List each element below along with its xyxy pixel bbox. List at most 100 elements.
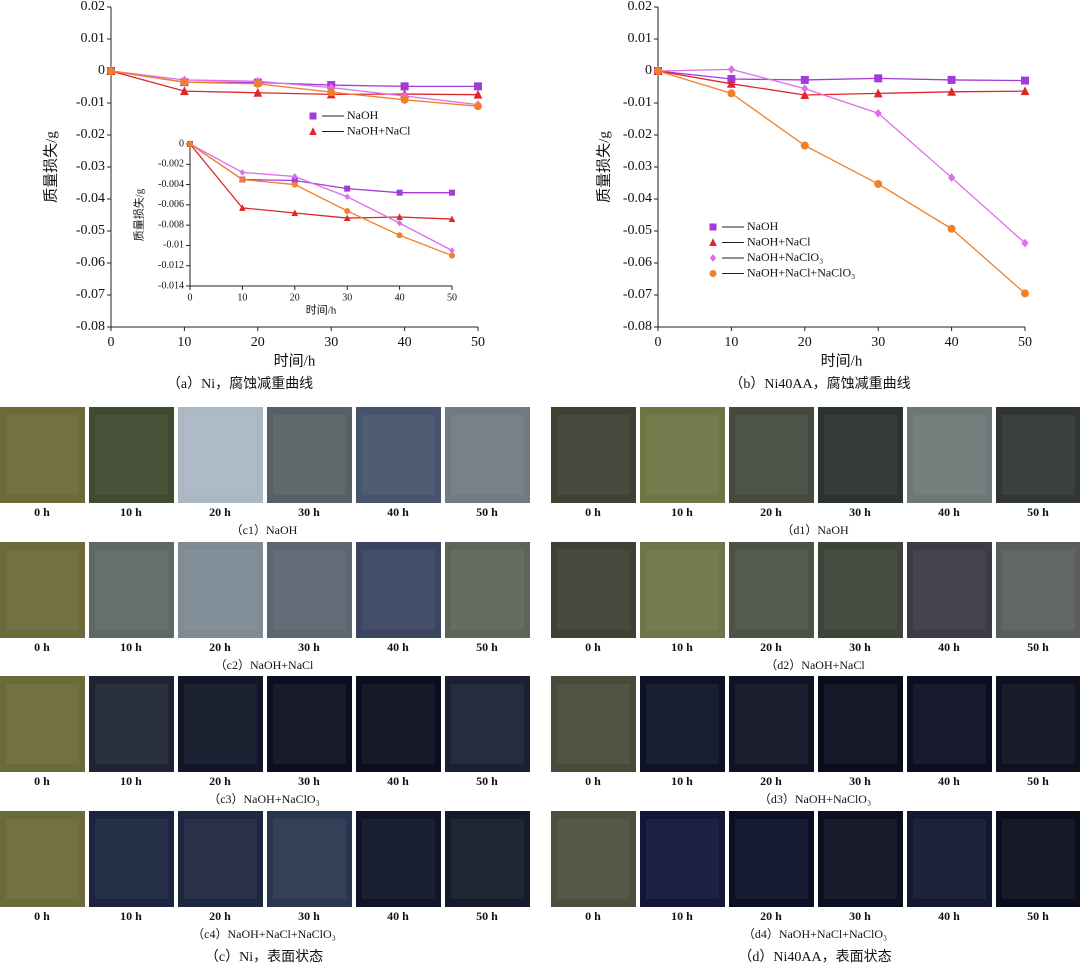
y-tick-label: -0.006	[158, 199, 184, 210]
x-tick-label: 0	[108, 335, 115, 350]
x-tick-label: 30	[324, 335, 338, 350]
marker	[239, 204, 246, 211]
sample-photo	[729, 542, 814, 638]
time-label: 30 h	[298, 505, 320, 519]
time-label: 50 h	[1027, 640, 1049, 654]
photo-texture	[824, 550, 897, 630]
photo-texture	[95, 819, 168, 899]
marker	[948, 173, 956, 182]
marker	[800, 75, 809, 84]
marker	[400, 95, 409, 104]
sample-photo	[729, 676, 814, 772]
time-label: 10 h	[671, 640, 693, 654]
marker	[344, 207, 351, 214]
x-tick-label: 50	[471, 335, 485, 350]
marker	[107, 67, 115, 75]
marker	[947, 224, 956, 233]
sample-photo	[551, 542, 636, 638]
time-label: 10 h	[671, 774, 693, 788]
group-caption: （d）Ni40AA，表面状态	[738, 949, 891, 965]
y-tick-label: 0.02	[81, 0, 106, 14]
y-tick-label: -0.02	[76, 127, 105, 142]
y-tick-label: -0.07	[76, 287, 105, 302]
y-tick-label: -0.01	[163, 240, 184, 251]
time-label: 20 h	[760, 909, 782, 923]
legend-label: NaOH+NaCl+NaClO₃	[747, 265, 855, 279]
marker	[448, 215, 456, 223]
sample-photo	[89, 407, 174, 503]
photo-texture	[646, 415, 719, 495]
legend-label: NaOH	[747, 219, 779, 233]
time-label: 20 h	[209, 505, 231, 519]
x-tick-label: 20	[798, 335, 812, 350]
x-tick-label: 30	[871, 335, 885, 350]
photo-texture	[184, 684, 257, 764]
y-tick-label: -0.08	[623, 319, 652, 334]
marker	[344, 193, 350, 201]
x-tick-label: 40	[398, 335, 412, 350]
photo-texture	[557, 819, 630, 899]
marker	[291, 181, 298, 188]
legend-marker	[309, 112, 317, 120]
marker	[291, 177, 298, 184]
row-caption: （d2）NaOH+NaCl	[765, 658, 865, 672]
marker	[473, 89, 483, 99]
time-label: 50 h	[476, 774, 498, 788]
marker	[327, 88, 336, 97]
marker	[874, 108, 882, 118]
sample-photo	[907, 676, 992, 772]
x-tick-label: 20	[251, 335, 265, 350]
photo-texture	[362, 415, 435, 495]
photo-texture	[273, 415, 346, 495]
series-line	[110, 70, 479, 96]
time-label: 40 h	[387, 909, 409, 923]
row-caption: （d1）NaOH	[781, 523, 849, 537]
marker	[654, 67, 662, 75]
marker	[727, 89, 736, 98]
legend-marker	[709, 223, 717, 231]
photo-texture	[913, 819, 986, 899]
series-line	[657, 70, 1026, 82]
row-caption: （c3）NaOH+NaClO₃	[208, 792, 320, 806]
x-tick-label: 20	[290, 292, 300, 303]
y-tick-label: -0.01	[623, 95, 652, 110]
sample-photo	[0, 542, 85, 638]
time-label: 0 h	[34, 774, 50, 788]
y-axis-label: 质量损失/g	[595, 131, 612, 203]
y-tick-label: -0.06	[623, 255, 652, 270]
time-label: 20 h	[760, 774, 782, 788]
time-label: 10 h	[120, 909, 142, 923]
x-tick-label: 50	[1018, 335, 1032, 350]
sample-photo	[178, 676, 263, 772]
sample-photo	[818, 542, 903, 638]
y-tick-label: 0	[179, 138, 184, 149]
photo-texture	[273, 684, 346, 764]
marker	[1021, 76, 1029, 85]
photo-texture	[6, 415, 79, 495]
marker	[874, 179, 883, 188]
series-line	[657, 68, 1026, 244]
group-caption: （c）Ni，表面状态	[205, 949, 323, 965]
sample-photo	[551, 676, 636, 772]
photo-texture	[273, 550, 346, 630]
series-line	[189, 143, 453, 257]
legend-marker	[309, 127, 317, 135]
chart-caption: （a）Ni，腐蚀减重曲线	[167, 375, 313, 392]
sample-photo	[907, 407, 992, 503]
photo-texture	[184, 819, 257, 899]
sample-photo	[996, 676, 1080, 772]
photo-texture	[6, 684, 79, 764]
marker	[239, 169, 246, 176]
photo-texture	[1002, 415, 1075, 495]
time-label: 20 h	[209, 640, 231, 654]
y-tick-label: 0	[645, 63, 652, 78]
sample-photo	[818, 407, 903, 503]
sample-photo	[178, 542, 263, 638]
sample-photo	[551, 811, 636, 907]
photo-texture	[184, 415, 257, 495]
photo-texture	[451, 684, 524, 764]
marker	[449, 247, 455, 254]
sample-photo	[445, 811, 530, 907]
x-tick-label: 0	[188, 292, 193, 303]
